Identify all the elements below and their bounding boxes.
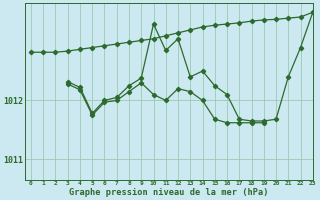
X-axis label: Graphe pression niveau de la mer (hPa): Graphe pression niveau de la mer (hPa) [69, 188, 268, 197]
